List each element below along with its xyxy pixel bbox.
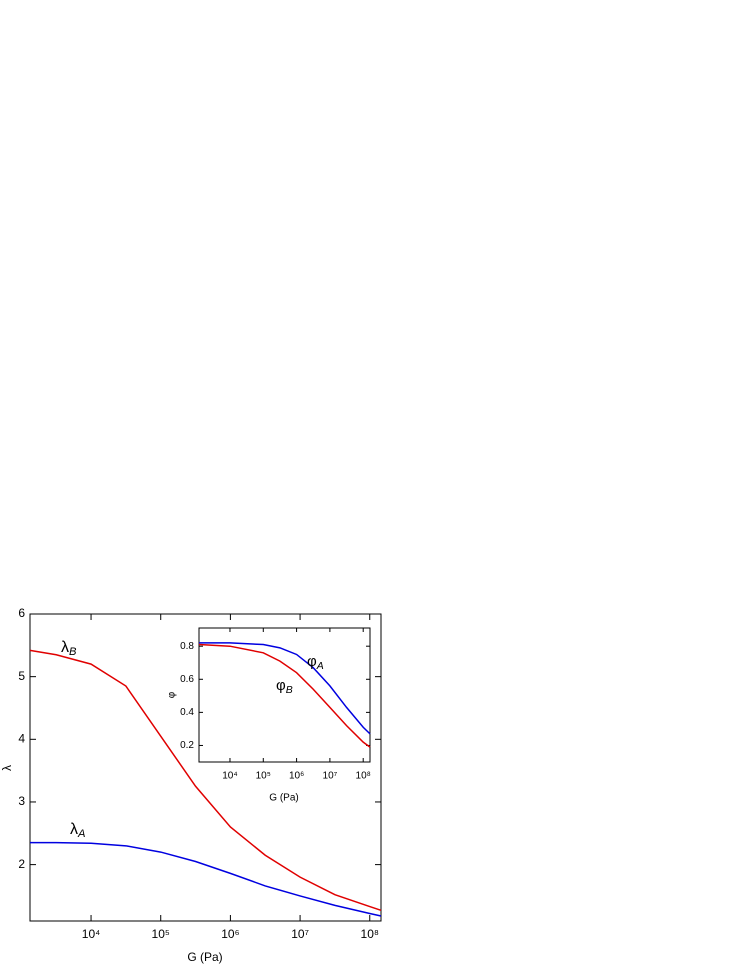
curve-label: λA: [70, 821, 85, 840]
plot-frame: [198, 627, 371, 763]
x-axis-label: G (Pa): [269, 793, 298, 804]
data-line: [29, 649, 382, 912]
y-tick-label: 0.2: [180, 740, 194, 751]
y-tick-label: 0.4: [180, 707, 194, 718]
x-tick-label: 10⁵: [256, 771, 271, 782]
curve-label-symbol: φ: [276, 677, 286, 694]
curve-label-subscript: A: [316, 660, 324, 672]
y-tick-label: 2: [18, 857, 25, 871]
curve-label-symbol: λ: [70, 821, 78, 838]
y-tick-label: 3: [18, 794, 25, 808]
x-tick-label: 10⁴: [82, 927, 101, 941]
curve-label-subscript: B: [69, 646, 77, 658]
x-tick-label: 10⁸: [356, 771, 371, 782]
y-tick-label: 0.6: [180, 674, 194, 685]
curve-label-subscript: A: [77, 828, 85, 840]
x-tick-label: 10⁷: [291, 927, 309, 941]
y-tick-label: 0.8: [180, 641, 194, 652]
curve-label-symbol: λ: [61, 639, 69, 656]
curve-label: λB: [61, 639, 77, 658]
plot-frame: [29, 613, 382, 922]
data-line: [199, 642, 371, 735]
y-tick-label: 5: [18, 669, 25, 683]
curve-label: φB: [276, 677, 293, 696]
x-tick-label: 10⁷: [323, 771, 338, 782]
data-line: [198, 643, 371, 748]
x-tick-label: 10⁸: [361, 927, 379, 941]
curve-label: φA: [307, 653, 324, 672]
x-axis-label: G (Pa): [187, 950, 222, 964]
x-tick-label: 10⁴: [222, 771, 237, 782]
curve-label-symbol: φ: [307, 653, 317, 670]
y-tick-label: 4: [18, 731, 25, 745]
x-tick-label: 10⁶: [221, 927, 239, 941]
x-tick-label: 10⁶: [289, 771, 304, 782]
inset-background: [199, 628, 370, 762]
y-axis-label: λ: [0, 765, 14, 771]
curve-label-subscript: B: [286, 684, 293, 696]
x-tick-label: 10⁵: [152, 927, 170, 941]
data-line: [30, 841, 382, 917]
y-axis-label: φ: [167, 691, 178, 698]
y-tick-label: 6: [18, 606, 25, 620]
